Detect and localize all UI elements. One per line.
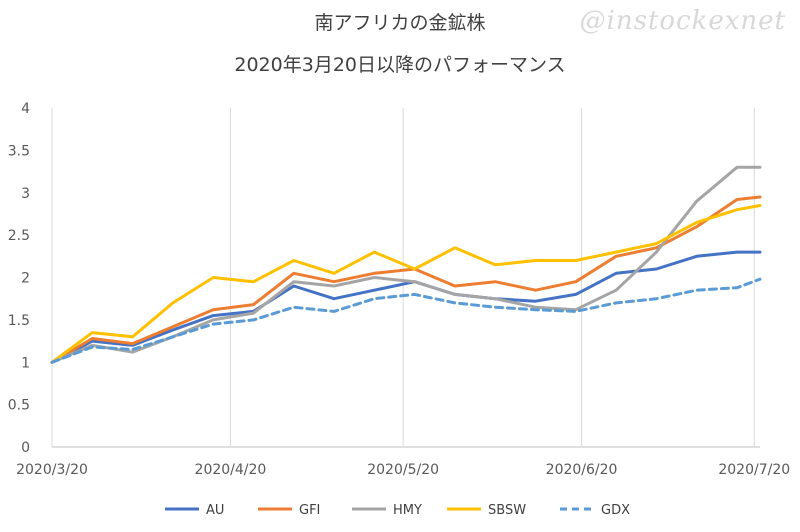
legend: AU GFI HMY SBSW GDX [165, 503, 630, 518]
legend-label-gdx: GDX [601, 503, 630, 518]
chart-grid [51, 108, 760, 448]
legend-label-hmy: HMY [393, 503, 422, 518]
y-tick-label: 4 [21, 101, 30, 117]
chart-title: 南アフリカの金鉱株 [314, 12, 486, 34]
x-tick-label: 2020/7/20 [718, 462, 790, 478]
y-tick-label: 2.5 [8, 228, 30, 244]
x-tick-label: 2020/5/20 [367, 462, 439, 478]
legend-label-gfi: GFI [299, 503, 320, 518]
y-tick-label: 0 [21, 440, 30, 456]
y-tick-label: 0.5 [8, 398, 30, 414]
y-tick-label: 3.5 [8, 143, 30, 159]
x-tick-label: 2020/4/20 [195, 462, 267, 478]
x-tick-label: 2020/3/20 [16, 462, 88, 478]
series-line-gdx [50, 277, 762, 364]
y-tick-label: 1 [21, 355, 30, 371]
y-tick-label: 1.5 [8, 313, 30, 329]
legend-label-au: AU [206, 503, 224, 518]
legend-label-sbsw: SBSW [488, 503, 526, 518]
plot-area [50, 165, 762, 364]
watermark: @instockexnet [579, 6, 786, 36]
y-axis: 0 0.5 1 1.5 2 2.5 3 3.5 4 [8, 101, 30, 456]
x-axis: 2020/3/20 2020/4/20 2020/5/20 2020/6/20 2020… [16, 462, 790, 478]
y-tick-label: 2 [21, 271, 30, 287]
y-tick-label: 3 [21, 186, 30, 202]
x-tick-label: 2020/6/20 [546, 462, 618, 478]
series-line-sbsw [50, 204, 762, 364]
chart-subtitle: 2020年3月20日以降のパフォーマンス [234, 54, 566, 76]
